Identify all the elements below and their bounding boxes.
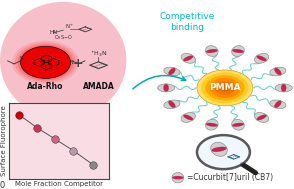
Point: [91, 163, 96, 167]
Ellipse shape: [275, 101, 281, 108]
Text: $\rm{N^+}$: $\rm{N^+}$: [65, 22, 74, 31]
Text: AMADA: AMADA: [83, 82, 114, 91]
Ellipse shape: [163, 84, 169, 92]
Ellipse shape: [270, 100, 286, 108]
Ellipse shape: [168, 68, 176, 75]
Ellipse shape: [281, 84, 286, 92]
Ellipse shape: [232, 46, 244, 57]
Circle shape: [219, 84, 230, 91]
Ellipse shape: [183, 115, 193, 120]
Point: [71, 149, 76, 152]
Ellipse shape: [206, 123, 218, 126]
Text: HN: HN: [50, 30, 58, 35]
Ellipse shape: [172, 176, 183, 179]
Ellipse shape: [172, 176, 184, 179]
Point: [17, 114, 22, 117]
Ellipse shape: [211, 142, 227, 156]
Ellipse shape: [274, 68, 281, 75]
Circle shape: [15, 43, 76, 82]
Circle shape: [214, 81, 235, 95]
Text: PMMA: PMMA: [209, 83, 241, 92]
Ellipse shape: [270, 67, 286, 76]
Text: =Cucurbit[7]uril (CB7): =Cucurbit[7]uril (CB7): [187, 173, 273, 182]
Ellipse shape: [232, 123, 244, 127]
Ellipse shape: [164, 67, 180, 76]
Ellipse shape: [254, 112, 269, 122]
Ellipse shape: [232, 49, 244, 53]
Text: N: N: [20, 57, 23, 61]
Ellipse shape: [256, 56, 267, 61]
Point: [35, 126, 40, 129]
Y-axis label: Surface Fluorophore: Surface Fluorophore: [1, 105, 7, 176]
Text: $\rm{^{+}H_3N}$: $\rm{^{+}H_3N}$: [90, 49, 107, 59]
Text: Competitive
binding: Competitive binding: [159, 12, 214, 32]
Circle shape: [197, 135, 250, 169]
X-axis label: Mole Fraction Competitor: Mole Fraction Competitor: [15, 181, 103, 187]
Ellipse shape: [257, 56, 266, 61]
Ellipse shape: [168, 101, 176, 108]
Ellipse shape: [254, 53, 269, 63]
Ellipse shape: [257, 115, 266, 120]
Circle shape: [12, 41, 79, 84]
Ellipse shape: [275, 68, 281, 75]
Text: Ada-Rho: Ada-Rho: [27, 82, 64, 91]
Ellipse shape: [206, 49, 218, 53]
FancyArrowPatch shape: [133, 75, 186, 89]
Ellipse shape: [164, 84, 168, 92]
Text: +: +: [73, 57, 83, 70]
Text: 0: 0: [0, 181, 5, 189]
Ellipse shape: [281, 84, 286, 92]
Ellipse shape: [211, 147, 227, 152]
Ellipse shape: [206, 46, 218, 57]
Point: [53, 138, 58, 141]
Circle shape: [201, 73, 249, 103]
Circle shape: [197, 70, 253, 106]
Ellipse shape: [168, 68, 175, 75]
Ellipse shape: [158, 84, 175, 92]
Ellipse shape: [164, 100, 180, 108]
Ellipse shape: [181, 53, 196, 63]
Ellipse shape: [181, 112, 196, 122]
Ellipse shape: [232, 119, 244, 130]
Ellipse shape: [232, 49, 244, 53]
Ellipse shape: [206, 119, 218, 130]
Circle shape: [210, 78, 240, 98]
Circle shape: [21, 46, 71, 78]
Ellipse shape: [206, 123, 218, 127]
Ellipse shape: [212, 147, 226, 152]
Circle shape: [205, 75, 244, 101]
Text: $\rm{O_3S{-}O}$: $\rm{O_3S{-}O}$: [54, 33, 72, 42]
Ellipse shape: [183, 56, 193, 61]
Ellipse shape: [0, 2, 126, 119]
Ellipse shape: [206, 49, 218, 53]
Ellipse shape: [274, 101, 281, 108]
Circle shape: [18, 44, 74, 80]
Ellipse shape: [256, 115, 267, 120]
Ellipse shape: [232, 123, 244, 126]
Ellipse shape: [183, 115, 193, 120]
Ellipse shape: [275, 84, 292, 92]
Text: N: N: [70, 60, 73, 65]
Ellipse shape: [168, 101, 175, 108]
Ellipse shape: [183, 56, 193, 61]
Ellipse shape: [172, 172, 184, 183]
